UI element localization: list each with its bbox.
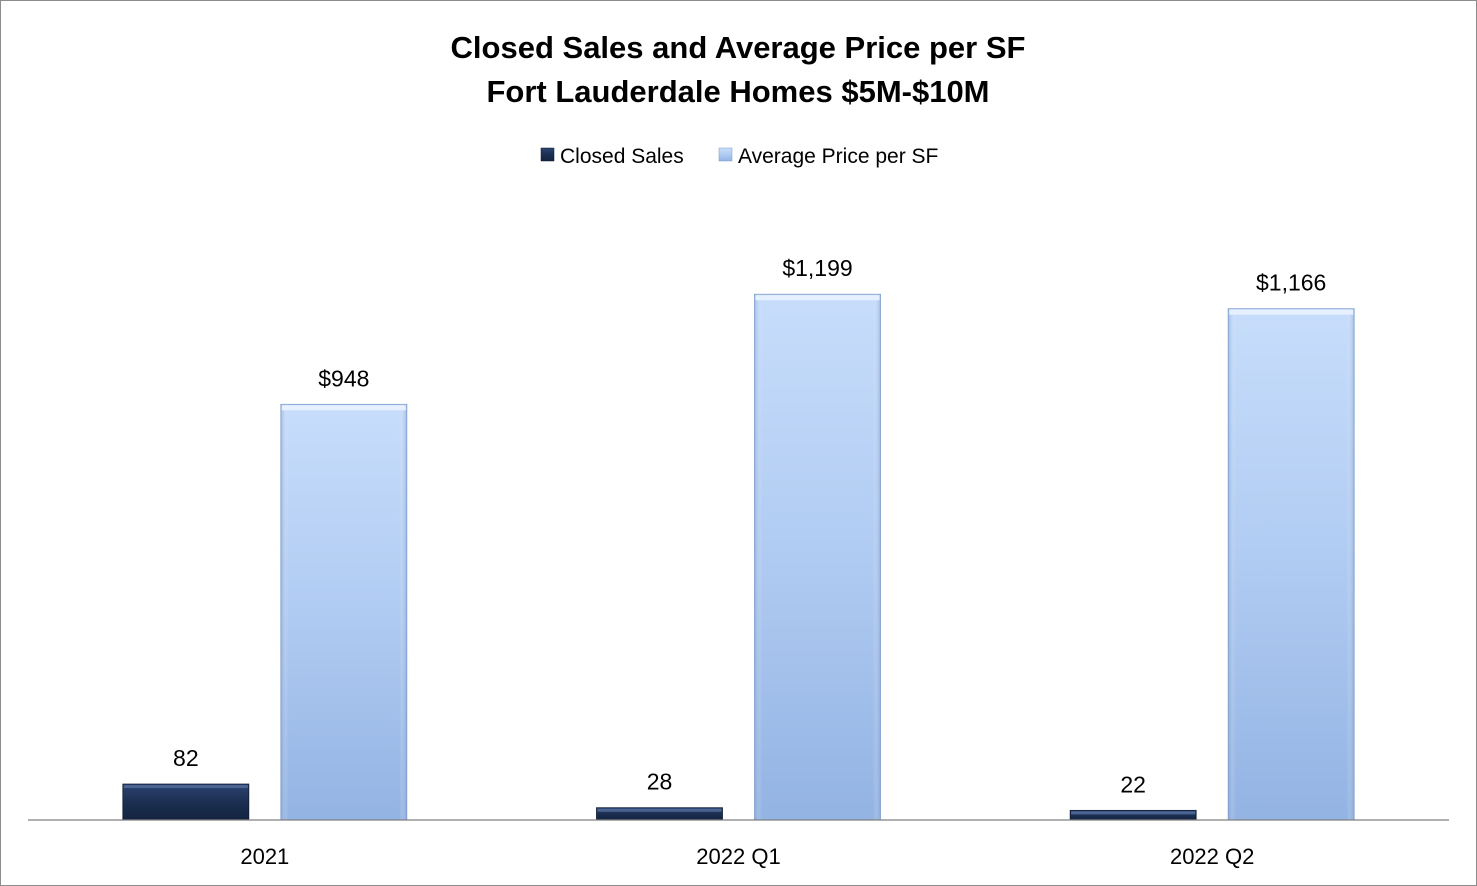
legend-label-closed-sales: Closed Sales [560, 145, 684, 168]
data-label-average-price-per-sf-2022-q2: $1,166 [1256, 270, 1326, 296]
chart-title: Closed Sales and Average Price per SF [451, 30, 1026, 65]
data-label-closed-sales-2022-q1: 28 [647, 769, 673, 795]
legend-swatch-closed-sales [540, 147, 555, 162]
legend: Closed Sales Average Price per SF [540, 145, 938, 168]
data-label-average-price-per-sf-2022-q1: $1,199 [782, 255, 852, 281]
bar-highlight-2022-q2 [1229, 309, 1354, 315]
data-labels-layer: 82 $948 28 $1,199 22 $1,166 [173, 255, 1326, 797]
bar-shading-2022-q2 [1228, 308, 1355, 820]
bar-highlight-closed-2022-q2 [1071, 811, 1196, 815]
bar-highlight-closed-2021 [123, 785, 248, 789]
bar-closed-sales-2021 [122, 783, 250, 821]
chart-subtitle: Fort Lauderdale Homes $5M-$10M [486, 74, 989, 109]
data-label-closed-sales-2021: 82 [173, 745, 199, 771]
x-tick-label-2021: 2021 [240, 844, 289, 869]
bar-highlight-closed-2022-q1 [597, 808, 722, 812]
bar-highlight-2021 [281, 405, 406, 411]
data-label-closed-sales-2022-q2: 22 [1120, 771, 1146, 797]
x-tick-label-2022-q2: 2022 Q2 [1170, 844, 1254, 869]
data-label-average-price-per-sf-2021: $948 [318, 365, 369, 391]
bar-shading-2021 [280, 404, 407, 820]
legend-swatch-average-price [718, 147, 733, 162]
x-axis-ticks: 2021 2022 Q1 2022 Q2 [240, 844, 1254, 869]
x-tick-label-2022-q1: 2022 Q1 [696, 844, 780, 869]
bar-highlight-2022-q1 [755, 295, 880, 301]
legend-label-average-price: Average Price per SF [738, 145, 938, 168]
bar-shading-2022-q1 [754, 294, 881, 820]
bars-layer [122, 293, 1355, 821]
